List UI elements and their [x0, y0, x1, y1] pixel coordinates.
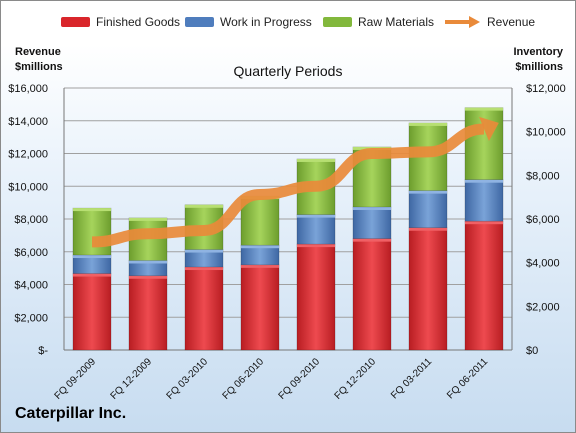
bar-work-in-progress — [352, 206, 392, 239]
bar-raw-materials-top — [464, 107, 504, 111]
left-axis-title: Revenue $millions — [15, 45, 63, 75]
bar-work-in-progress — [464, 179, 504, 222]
bar-finished-goods-top — [184, 267, 224, 271]
category-label: FQ 03-2011 — [389, 356, 434, 401]
bar-work-in-progress — [296, 214, 336, 245]
right-axis-title: Inventory $millions — [513, 45, 563, 75]
left-axis-title-line1: Revenue — [15, 46, 61, 58]
bar-finished-goods-top — [464, 221, 504, 225]
bar-work-in-progress-top — [72, 255, 112, 259]
bar-raw-materials-top — [296, 158, 336, 162]
left-axis-tick: $2,000 — [14, 312, 48, 324]
left-axis-tick: $8,000 — [14, 214, 48, 226]
bar-work-in-progress-top — [128, 260, 168, 264]
bar-finished-goods — [72, 273, 112, 351]
legend-label-raw-materials: Raw Materials — [358, 15, 435, 29]
right-axis-tick: $0 — [526, 345, 538, 357]
left-axis-tick: $10,000 — [8, 181, 48, 193]
legend-swatch-finished-goods — [61, 17, 90, 27]
bar-finished-goods — [408, 227, 448, 351]
bar-finished-goods-top — [408, 227, 448, 231]
legend-label-revenue: Revenue — [487, 15, 536, 29]
bar-finished-goods — [296, 243, 336, 351]
right-axis-tick: $4,000 — [526, 258, 560, 270]
category-label: FQ 12-2010 — [333, 356, 379, 402]
category-label: FQ 09-2009 — [53, 356, 99, 402]
left-axis-tick: $- — [38, 345, 48, 357]
bar-work-in-progress-top — [240, 245, 280, 249]
right-axis-tick: $10,000 — [526, 127, 566, 139]
legend-item-raw-materials: Raw Materials — [323, 15, 434, 29]
right-axis-title-line2: $millions — [515, 61, 563, 73]
bar-raw-materials — [72, 207, 112, 256]
company-name: Caterpillar Inc. — [15, 405, 127, 422]
legend-label-work-in-progress: Work in Progress — [220, 15, 312, 29]
plot-title: Quarterly Periods — [234, 63, 343, 79]
bar-work-in-progress-top — [296, 214, 336, 218]
legend: Finished Goods Work in Progress Raw Mate… — [61, 13, 541, 33]
bar-work-in-progress — [408, 190, 448, 229]
category-label: FQ 06-2010 — [221, 356, 267, 402]
category-label: FQ 03-2010 — [165, 356, 211, 402]
bar-finished-goods — [184, 266, 224, 351]
left-axis-title-line2: $millions — [15, 61, 63, 73]
bar-work-in-progress-top — [352, 206, 392, 210]
bar-raw-materials-top — [184, 204, 224, 208]
bar-finished-goods — [128, 275, 168, 351]
category-label: FQ 06-2011 — [445, 356, 490, 401]
legend-swatch-raw-materials — [323, 17, 352, 27]
left-axis-tick: $6,000 — [14, 247, 48, 259]
revenue-line — [91, 123, 485, 248]
right-axis-tick: $2,000 — [526, 301, 560, 313]
bar-finished-goods-top — [128, 275, 168, 279]
legend-arrow-revenue — [445, 16, 480, 28]
bar-finished-goods — [464, 220, 504, 351]
left-axis-tick: $12,000 — [8, 149, 48, 161]
legend-item-finished-goods: Finished Goods — [61, 15, 180, 29]
bar-finished-goods-top — [352, 238, 392, 242]
bar-work-in-progress-top — [464, 179, 504, 183]
bar-finished-goods-top — [296, 244, 336, 248]
bar-finished-goods — [352, 238, 392, 351]
left-axis-tick: $16,000 — [8, 83, 48, 95]
bar-raw-materials-top — [128, 217, 168, 221]
revenue-arrowhead — [479, 116, 499, 141]
bar-finished-goods-top — [240, 264, 280, 268]
right-axis-tick: $12,000 — [526, 83, 566, 95]
legend-label-finished-goods: Finished Goods — [96, 15, 181, 29]
legend-swatch-work-in-progress — [185, 17, 214, 27]
right-axis-tick: $6,000 — [526, 214, 560, 226]
left-axis-tick: $14,000 — [8, 116, 48, 128]
bar-finished-goods-top — [72, 273, 112, 277]
right-axis-title-line1: Inventory — [513, 46, 563, 58]
legend-item-work-in-progress: Work in Progress — [185, 15, 312, 29]
category-label: FQ 12-2009 — [109, 356, 155, 402]
bar-raw-materials — [240, 195, 280, 246]
left-axis-tick: $4,000 — [14, 280, 48, 292]
bar-finished-goods — [240, 264, 280, 351]
right-axis-tick: $8,000 — [526, 170, 560, 182]
bar-raw-materials-top — [408, 122, 448, 126]
legend-item-revenue: Revenue — [443, 15, 535, 29]
bar-work-in-progress-top — [408, 190, 448, 194]
bar-raw-materials-top — [72, 208, 112, 212]
category-label: FQ 09-2010 — [277, 356, 323, 402]
bar-work-in-progress-top — [184, 249, 224, 253]
